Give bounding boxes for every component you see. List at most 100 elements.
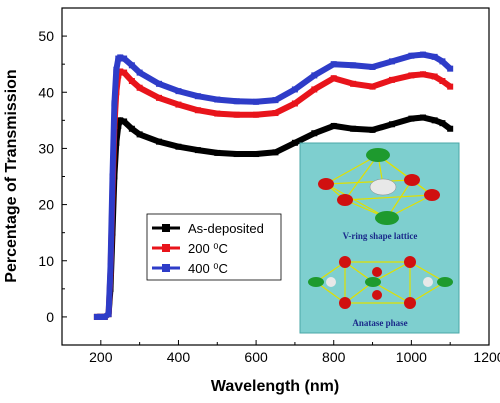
legend-entry: 400 ⁰C xyxy=(152,261,228,276)
o-atom xyxy=(337,194,353,206)
x-tick-label: 1000 xyxy=(396,349,427,365)
data-point xyxy=(117,117,124,124)
v-atom xyxy=(437,277,453,287)
data-point xyxy=(113,66,120,73)
y-tick-label: 30 xyxy=(38,140,54,156)
data-point xyxy=(447,83,454,90)
data-point xyxy=(330,122,337,129)
ti-atom-center xyxy=(369,178,397,196)
y-tick-label: 0 xyxy=(46,309,54,325)
o-atom xyxy=(404,256,416,268)
data-point xyxy=(156,138,163,145)
inset-background xyxy=(299,142,460,334)
data-point xyxy=(369,126,376,133)
data-point xyxy=(253,98,260,105)
legend-entry: As-deposited xyxy=(152,221,264,236)
legend-swatch-marker xyxy=(162,264,170,272)
data-point xyxy=(369,83,376,90)
data-point xyxy=(156,94,163,101)
o-atom xyxy=(424,189,440,201)
data-point xyxy=(117,68,124,75)
o-atom xyxy=(339,256,351,268)
data-point xyxy=(447,65,454,72)
data-point xyxy=(311,86,318,93)
x-tick-label: 400 xyxy=(167,349,191,365)
ti-atom xyxy=(326,277,336,287)
inset-bottom-label: Anatase phase xyxy=(352,318,407,328)
x-tick-label: 800 xyxy=(322,349,346,365)
data-point xyxy=(420,51,427,58)
data-point xyxy=(291,139,298,146)
o-atom xyxy=(339,297,351,309)
v-atom-top xyxy=(366,148,390,162)
data-point xyxy=(111,100,118,107)
v-atom-bottom xyxy=(375,211,399,225)
data-point xyxy=(350,62,357,69)
data-point xyxy=(194,93,201,100)
v-atom xyxy=(365,277,381,287)
data-point xyxy=(128,78,135,85)
data-point xyxy=(388,58,395,65)
data-point xyxy=(233,111,240,118)
y-tick-label: 50 xyxy=(38,28,54,44)
data-point xyxy=(272,110,279,117)
data-point xyxy=(447,125,454,132)
data-point xyxy=(121,118,128,125)
data-point xyxy=(420,114,427,121)
data-point xyxy=(214,96,221,103)
data-point xyxy=(408,52,415,59)
o-atom xyxy=(318,178,334,190)
o-atom xyxy=(404,297,416,309)
o-atom xyxy=(372,267,382,277)
legend-entry: 200 ⁰C xyxy=(152,241,228,256)
o-atom xyxy=(404,174,420,186)
data-point xyxy=(439,78,446,85)
data-point xyxy=(175,101,182,108)
data-point xyxy=(136,84,143,91)
y-axis-title: Percentage of Transmission xyxy=(3,69,20,282)
data-point xyxy=(311,130,318,137)
data-point xyxy=(253,151,260,158)
data-point xyxy=(408,72,415,79)
data-point xyxy=(388,76,395,83)
data-point xyxy=(291,100,298,107)
data-point xyxy=(105,311,112,318)
data-point xyxy=(136,69,143,76)
data-point xyxy=(388,121,395,128)
data-point xyxy=(107,263,114,270)
data-point xyxy=(311,72,318,79)
data-point xyxy=(121,69,128,76)
data-point xyxy=(214,110,221,117)
data-point xyxy=(136,131,143,138)
anatase-lattice-illustration: Anatase phase xyxy=(308,256,453,328)
x-tick-label: 600 xyxy=(244,349,268,365)
data-point xyxy=(272,149,279,156)
y-tick-label: 10 xyxy=(38,253,54,269)
data-point xyxy=(128,125,135,132)
legend-swatch-marker xyxy=(162,244,170,252)
data-point xyxy=(253,111,260,118)
y-tick-label: 20 xyxy=(38,197,54,213)
data-point xyxy=(431,117,438,124)
series-2 xyxy=(93,51,454,320)
data-point xyxy=(115,122,122,129)
inset-top-label: V-ring shape lattice xyxy=(343,231,418,241)
data-point xyxy=(109,173,116,180)
data-point xyxy=(194,147,201,154)
data-point xyxy=(431,73,438,80)
legend-label: 400 ⁰C xyxy=(188,261,228,276)
legend-swatch-marker xyxy=(162,224,170,232)
data-point xyxy=(272,97,279,104)
x-axis-title: Wavelength (nm) xyxy=(211,378,339,395)
data-point xyxy=(330,61,337,68)
data-point xyxy=(233,151,240,158)
legend-items: As-deposited 200 ⁰C 400 ⁰C xyxy=(152,221,264,276)
data-point xyxy=(291,86,298,93)
legend-label: 200 ⁰C xyxy=(188,241,228,256)
data-point xyxy=(439,120,446,127)
inset-lattice-image: V-ring shape lattice xyxy=(299,142,460,334)
data-point xyxy=(214,149,221,156)
data-point xyxy=(97,313,104,320)
